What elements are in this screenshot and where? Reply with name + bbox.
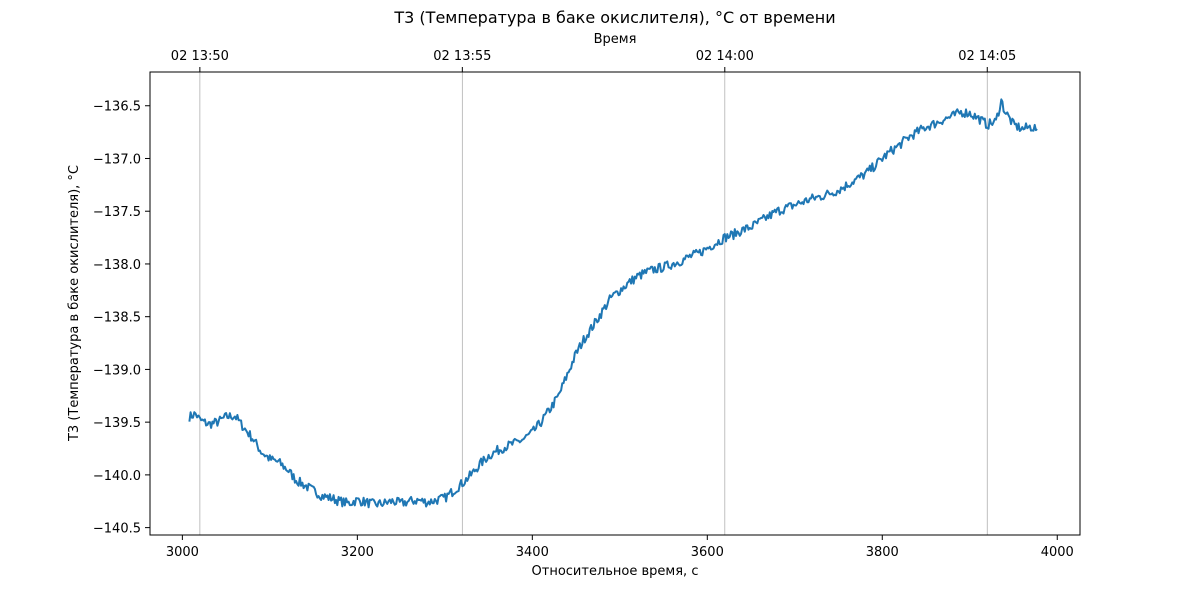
x-tick-label: 3200 — [341, 545, 374, 560]
y-tick-label: −137.5 — [93, 205, 141, 220]
x-axis-ticks: 3000 3200 3400 3600 3800 4000 — [166, 535, 1074, 560]
plot-frame — [149, 71, 1081, 536]
y-tick-label: −139.0 — [93, 363, 141, 378]
top-tick-label: 02 14:00 — [696, 49, 754, 64]
x-axis-label: Относительное время, с — [532, 564, 699, 579]
top-tick-label: 02 13:55 — [433, 49, 491, 64]
x-tick-label: 3000 — [166, 545, 199, 560]
top-axis-ticks: 02 13:50 02 13:55 02 14:00 02 14:05 — [171, 49, 1016, 72]
y-tick-label: −140.5 — [93, 522, 141, 537]
x-tick-label: 4000 — [1041, 545, 1074, 560]
top-x-axis-label: Время — [594, 32, 637, 47]
x-tick-label: 3800 — [866, 545, 899, 560]
series-layer — [188, 98, 1038, 509]
y-tick-label: −137.0 — [93, 152, 141, 167]
axes-frame — [149, 71, 1081, 536]
chart-title: T3 (Температура в баке окислителя), °C о… — [393, 8, 835, 27]
y-tick-label: −140.0 — [93, 469, 141, 484]
grid-lines — [199, 72, 988, 535]
top-tick-label: 02 14:05 — [958, 49, 1016, 64]
y-tick-label: −138.0 — [93, 258, 141, 273]
y-axis-label: T3 (Температура в баке окислителя), °C — [67, 165, 82, 442]
series-line — [188, 98, 1038, 509]
x-tick-label: 3600 — [691, 545, 724, 560]
top-tick-label: 02 13:50 — [171, 49, 229, 64]
x-tick-label: 3400 — [516, 545, 549, 560]
y-tick-label: −138.5 — [93, 311, 141, 326]
y-tick-label: −139.5 — [93, 416, 141, 431]
y-tick-label: −136.5 — [93, 100, 141, 115]
y-axis-ticks: −136.5 −137.0 −137.5 −138.0 −138.5 −139.0 −139… — [93, 100, 150, 537]
